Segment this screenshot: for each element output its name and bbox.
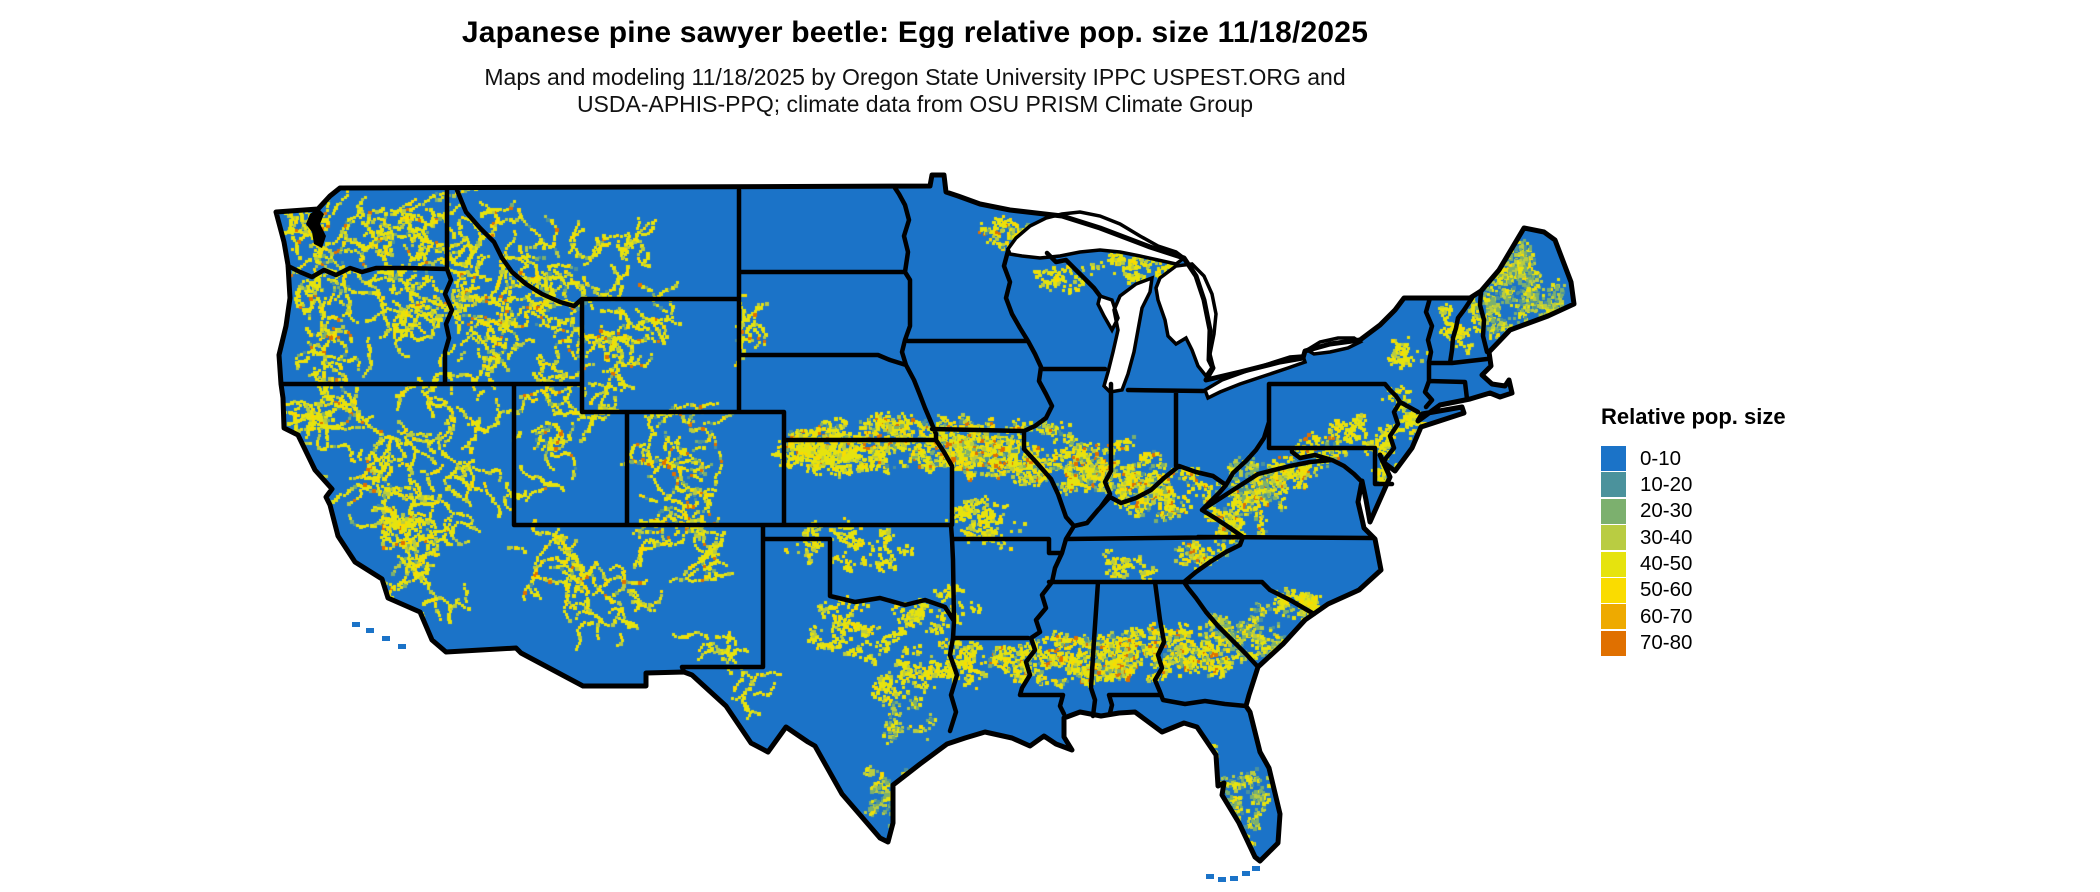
legend-item-label: 30-40	[1640, 525, 1693, 549]
legend-swatch	[1601, 577, 1626, 603]
us-outline	[273, 172, 1577, 864]
subtitle-line-2: USDA-APHIS-PPQ; climate data from OSU PR…	[576, 91, 1254, 117]
legend-item-label: 10-20	[1640, 472, 1693, 496]
legend-item-label: 60-70	[1640, 604, 1693, 628]
legend-items: 0-10 10-20 20-30 30-40	[1601, 446, 1881, 656]
legend-item: 50-60	[1601, 577, 1881, 603]
legend-swatch	[1601, 604, 1626, 630]
page-subtitle: Maps and modeling 11/18/2025 by Oregon S…	[0, 64, 1830, 118]
legend-swatch	[1601, 472, 1626, 498]
legend-swatch	[1601, 630, 1626, 656]
page-title: Japanese pine sawyer beetle: Egg relativ…	[461, 16, 1369, 49]
puget-sound-inlet	[306, 208, 326, 248]
legend-item: 20-30	[1601, 498, 1881, 524]
legend-title: Relative pop. size	[1601, 404, 1786, 429]
legend-item-label: 0-10	[1640, 446, 1682, 470]
legend-swatch	[1601, 551, 1626, 577]
subtitle-line-1: Maps and modeling 11/18/2025 by Oregon S…	[484, 64, 1346, 90]
legend-item: 60-70	[1601, 604, 1881, 630]
legend-item: 0-10	[1601, 446, 1881, 471]
legend-item: 30-40	[1601, 525, 1881, 551]
legend-item-label: 70-80	[1640, 631, 1693, 655]
legend-item: 40-50	[1601, 551, 1881, 577]
legend-swatch	[1601, 525, 1626, 551]
legend: Relative pop. size 0-10 10-20 20-30	[1601, 404, 1881, 657]
legend-swatch	[1601, 446, 1626, 471]
legend-item: 10-20	[1601, 472, 1881, 498]
legend-item-label: 20-30	[1640, 499, 1693, 523]
legend-item-label: 40-50	[1640, 552, 1693, 576]
legend-item-label: 50-60	[1640, 578, 1693, 602]
legend-item: 70-80	[1601, 630, 1881, 656]
legend-swatch	[1601, 498, 1626, 524]
title-block: Japanese pine sawyer beetle: Egg relativ…	[0, 16, 1830, 118]
state-boundaries	[279, 185, 1490, 734]
coastal-islands	[352, 622, 1260, 882]
